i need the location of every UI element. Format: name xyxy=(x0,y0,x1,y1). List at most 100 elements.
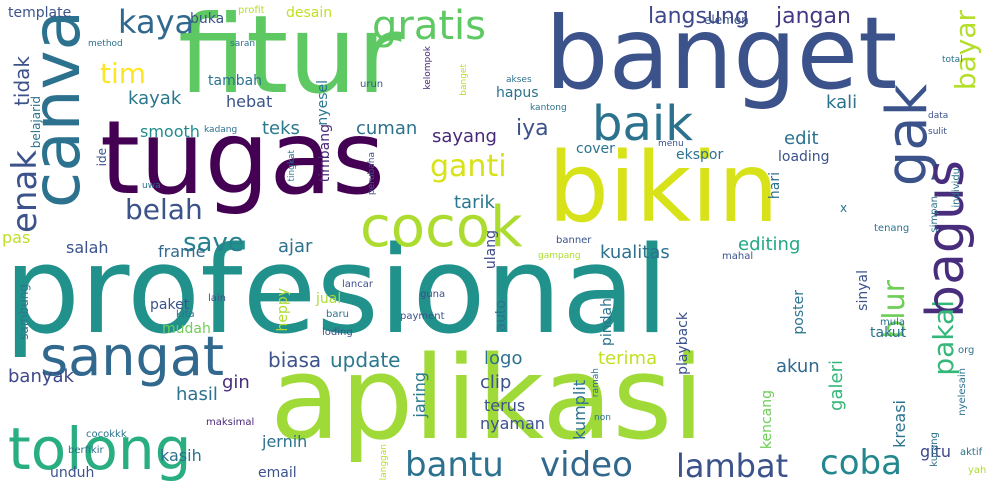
word: bantu xyxy=(405,445,504,485)
word: langsung xyxy=(648,4,749,29)
word: sulit xyxy=(928,127,947,137)
word: tugas xyxy=(100,99,386,218)
word: aplikasi xyxy=(270,332,705,466)
word: logo xyxy=(484,348,523,369)
word: enak xyxy=(5,150,45,233)
word: bayar xyxy=(949,10,982,91)
word: ramah xyxy=(591,368,601,398)
word: lain xyxy=(208,293,227,304)
word: menu xyxy=(658,139,684,149)
word: hasil xyxy=(176,384,218,405)
word: editing xyxy=(738,234,801,255)
word: tambah xyxy=(208,73,263,89)
word: nyesel xyxy=(315,80,331,126)
word: biasa xyxy=(268,348,322,372)
word: maksimal xyxy=(206,417,255,428)
word: elemen xyxy=(704,13,749,27)
word: individu xyxy=(951,168,962,208)
word: nyelesain xyxy=(957,368,968,416)
word: perubaha xyxy=(367,152,377,196)
word: kencang xyxy=(759,390,775,450)
word: urun xyxy=(360,79,384,90)
word: aktif xyxy=(960,447,983,458)
word: hari xyxy=(767,172,783,200)
word: auto xyxy=(493,300,509,332)
word: ganti xyxy=(430,149,507,184)
word: gitu xyxy=(920,442,952,461)
word: pindah xyxy=(599,298,615,346)
word: kali xyxy=(826,92,858,113)
word: poster xyxy=(791,290,807,335)
word: belah xyxy=(125,193,203,226)
word: mudah xyxy=(162,321,211,337)
word: org xyxy=(958,345,975,356)
word: kantong xyxy=(530,103,567,113)
word: sangat xyxy=(40,325,224,388)
word: kadang xyxy=(204,125,238,135)
word: iya xyxy=(516,116,549,141)
word: gampang xyxy=(538,251,581,261)
word: banner xyxy=(556,235,592,246)
word: langgan xyxy=(379,444,389,481)
word: banget xyxy=(545,0,898,112)
word: buka xyxy=(190,11,225,27)
word: terima xyxy=(598,348,658,369)
word: jaring xyxy=(410,372,429,418)
word: simpan xyxy=(929,196,940,233)
word: ulang xyxy=(483,230,499,270)
word: save xyxy=(183,228,244,258)
word: cuman xyxy=(356,118,418,139)
word: fitur xyxy=(178,0,402,118)
word: galeri xyxy=(826,360,847,411)
word: tolong xyxy=(8,415,192,483)
word: akses xyxy=(506,75,532,85)
word: teks xyxy=(262,118,300,139)
word: template xyxy=(8,5,72,21)
word: yah xyxy=(968,465,987,476)
word: mula xyxy=(880,317,905,328)
word: coba xyxy=(820,443,902,483)
word: update xyxy=(330,348,401,372)
word: kasih xyxy=(160,446,202,465)
word: jangan xyxy=(776,4,851,29)
word: baik xyxy=(592,96,694,152)
word: salah xyxy=(66,238,109,257)
word: clip xyxy=(480,372,512,393)
word: kayak xyxy=(128,88,182,109)
word: total xyxy=(942,55,963,65)
word: lancar xyxy=(342,279,373,290)
word: ide xyxy=(95,148,109,167)
word: kaya xyxy=(118,3,195,41)
word: desain xyxy=(286,5,333,21)
word: unduh xyxy=(50,465,95,481)
word: kelompok xyxy=(423,46,433,90)
word: gratis xyxy=(372,3,486,49)
word: kita xyxy=(176,309,195,320)
word: data xyxy=(928,111,949,121)
word: tingkat xyxy=(287,150,297,182)
word: hebat xyxy=(226,92,273,111)
word: bikin xyxy=(548,132,779,244)
word: gin xyxy=(222,372,250,393)
word: banget xyxy=(459,64,469,96)
word: banyak xyxy=(8,366,74,387)
word: profit xyxy=(238,5,265,16)
word: tim xyxy=(100,57,147,90)
word: email xyxy=(258,465,297,481)
word: sinyal xyxy=(855,270,871,311)
word: profesional xyxy=(4,222,669,361)
word: pas xyxy=(2,228,31,247)
word: jernih xyxy=(262,432,308,451)
word: sayang xyxy=(432,126,497,147)
word: edit xyxy=(784,128,819,149)
word: cocok xyxy=(360,195,523,260)
word: hapus xyxy=(496,85,539,101)
word: kreasi xyxy=(890,400,909,448)
word: method xyxy=(88,39,123,49)
word: heppy xyxy=(275,288,291,332)
word: loading xyxy=(778,149,830,165)
word: sambung xyxy=(17,284,31,340)
word: tenang xyxy=(874,223,910,234)
word: x xyxy=(840,201,848,215)
